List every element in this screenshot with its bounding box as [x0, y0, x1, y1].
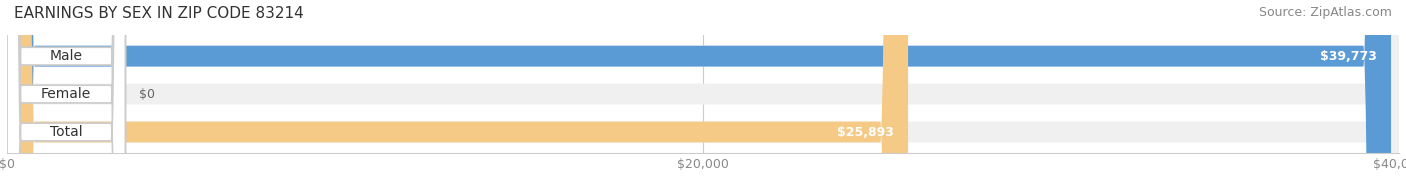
FancyBboxPatch shape — [7, 0, 1399, 196]
Text: Male: Male — [49, 49, 83, 63]
Text: $39,773: $39,773 — [1320, 50, 1376, 63]
FancyBboxPatch shape — [7, 0, 125, 196]
Text: $25,893: $25,893 — [838, 125, 894, 139]
FancyBboxPatch shape — [7, 0, 1399, 196]
FancyBboxPatch shape — [7, 0, 125, 196]
FancyBboxPatch shape — [7, 0, 125, 196]
Text: Source: ZipAtlas.com: Source: ZipAtlas.com — [1258, 6, 1392, 19]
FancyBboxPatch shape — [7, 0, 1399, 196]
Text: Female: Female — [41, 87, 91, 101]
Text: EARNINGS BY SEX IN ZIP CODE 83214: EARNINGS BY SEX IN ZIP CODE 83214 — [14, 6, 304, 21]
Text: Total: Total — [49, 125, 83, 139]
FancyBboxPatch shape — [7, 0, 908, 196]
Text: $0: $0 — [139, 88, 155, 101]
FancyBboxPatch shape — [7, 0, 1391, 196]
